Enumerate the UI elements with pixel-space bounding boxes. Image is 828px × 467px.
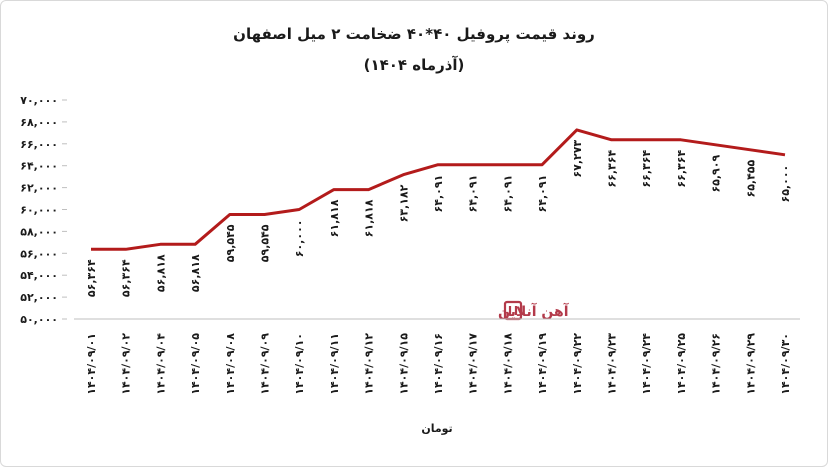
- data-label: ۵۶,۳۶۴: [120, 259, 133, 297]
- x-tick-label: ۱۴۰۴/۰۹/۱۹: [536, 333, 549, 395]
- x-tick-label: ۱۴۰۴/۰۹/۱۶: [432, 333, 445, 395]
- data-label: ۵۶,۸۱۸: [154, 254, 167, 292]
- y-axis: ۵۰,۰۰۰ ۵۲,۰۰۰ ۵۴,۰۰۰ ۵۶,۰۰۰ ۵۸,۰۰۰ ۶۰,۰۰۰ ۶۲,۰…: [20, 94, 67, 326]
- x-axis-label: تومان: [421, 422, 452, 435]
- y-tick-label: ۶۶,۰۰۰: [20, 138, 58, 151]
- x-tick-label: ۱۴۰۴/۰۹/۱۲: [363, 333, 376, 395]
- x-tick-label: ۱۴۰۴/۰۹/۰۹: [259, 333, 272, 395]
- chart-subtitle: (آذرماه ۱۴۰۴): [364, 56, 465, 74]
- y-tick-label: ۶۴,۰۰۰: [20, 160, 58, 173]
- data-label: ۶۷,۲۷۳: [571, 140, 584, 178]
- data-label: ۶۶,۳۶۴: [640, 150, 653, 188]
- data-label: ۶۴,۰۹۱: [432, 175, 445, 213]
- x-axis-ticks: ۱۴۰۴/۰۹/۰۱ ۱۴۰۴/۰۹/۰۲ ۱۴۰۴/۰۹/۰۴ ۱۴۰۴/۰۹/۰۵…: [85, 333, 792, 395]
- x-tick-label: ۱۴۰۴/۰۹/۰۴: [154, 333, 167, 395]
- data-label: ۶۱,۸۱۸: [363, 199, 376, 237]
- x-tick-label: ۱۴۰۴/۰۹/۲۴: [640, 333, 653, 395]
- watermark-text: آهن آنلاین: [498, 302, 570, 320]
- x-tick-label: ۱۴۰۴/۰۹/۱۵: [397, 333, 410, 395]
- chart-title: روند قیمت پروفیل ۴۰*۴۰ ضخامت ۲ میل اصفها…: [233, 25, 595, 44]
- x-tick-label: ۱۴۰۴/۰۹/۱۰: [293, 333, 306, 395]
- x-tick-label: ۱۴۰۴/۰۹/۰۲: [120, 333, 133, 395]
- x-tick-label: ۱۴۰۴/۰۹/۳۰: [779, 333, 792, 395]
- data-labels: ۵۶,۳۶۴ ۵۶,۳۶۴ ۵۶,۸۱۸ ۵۶,۸۱۸ ۵۹,۵۴۵ ۵۹,۵۴۵ ۶۰,۰…: [85, 140, 792, 297]
- x-tick-label: ۱۴۰۴/۰۹/۲۶: [710, 333, 723, 395]
- data-label: ۶۱,۸۱۸: [328, 199, 341, 237]
- x-tick-label: ۱۴۰۴/۰۹/۱۱: [328, 333, 341, 395]
- data-label: ۶۰,۰۰۰: [293, 220, 306, 258]
- series-line: [91, 128, 786, 251]
- x-tick-label: ۱۴۰۴/۰۹/۱۷: [467, 333, 480, 395]
- y-tick-label: ۵۲,۰۰۰: [20, 291, 58, 304]
- data-label: ۶۴,۰۹۱: [467, 175, 480, 213]
- watermark: آهن آنلاین: [498, 300, 570, 321]
- data-label: ۵۹,۵۴۵: [259, 224, 272, 262]
- y-tick-label: ۶۸,۰۰۰: [20, 116, 58, 129]
- x-tick-label: ۱۴۰۴/۰۹/۰۱: [85, 333, 98, 395]
- y-tick-label: ۵۶,۰۰۰: [20, 247, 58, 260]
- data-label: ۶۵,۴۵۵: [744, 159, 757, 197]
- data-label: ۵۹,۵۴۵: [224, 224, 237, 262]
- data-label: ۶۴,۰۹۱: [501, 175, 514, 213]
- data-label: ۵۶,۸۱۸: [189, 254, 202, 292]
- x-tick-label: ۱۴۰۴/۰۹/۱۸: [501, 333, 514, 395]
- x-tick-label: ۱۴۰۴/۰۹/۲۵: [675, 333, 688, 395]
- data-label: ۶۶,۳۶۴: [675, 150, 688, 188]
- y-tick-label: ۵۰,۰۰۰: [20, 313, 58, 326]
- y-tick-label: ۷۰,۰۰۰: [20, 94, 58, 107]
- data-label: ۶۵,۰۰۰: [779, 165, 792, 203]
- data-label: ۶۳,۱۸۲: [397, 184, 410, 222]
- y-tick-label: ۶۲,۰۰۰: [20, 182, 58, 195]
- data-label: ۵۶,۳۶۴: [85, 259, 98, 297]
- y-tick-label: ۵۴,۰۰۰: [20, 269, 58, 282]
- x-tick-label: ۱۴۰۴/۰۹/۰۸: [224, 333, 237, 395]
- x-tick-label: ۱۴۰۴/۰۹/۲۳: [606, 333, 619, 395]
- x-tick-label: ۱۴۰۴/۰۹/۲۲: [571, 333, 584, 395]
- data-label: ۶۴,۰۹۱: [536, 175, 549, 213]
- data-label: ۶۵,۹۰۹: [710, 155, 723, 193]
- data-label: ۶۶,۳۶۴: [606, 150, 619, 188]
- x-tick-label: ۱۴۰۴/۰۹/۲۹: [744, 333, 757, 395]
- y-tick-label: ۶۰,۰۰۰: [20, 204, 58, 217]
- x-tick-label: ۱۴۰۴/۰۹/۰۵: [189, 333, 202, 395]
- y-tick-label: ۵۸,۰۰۰: [20, 225, 58, 238]
